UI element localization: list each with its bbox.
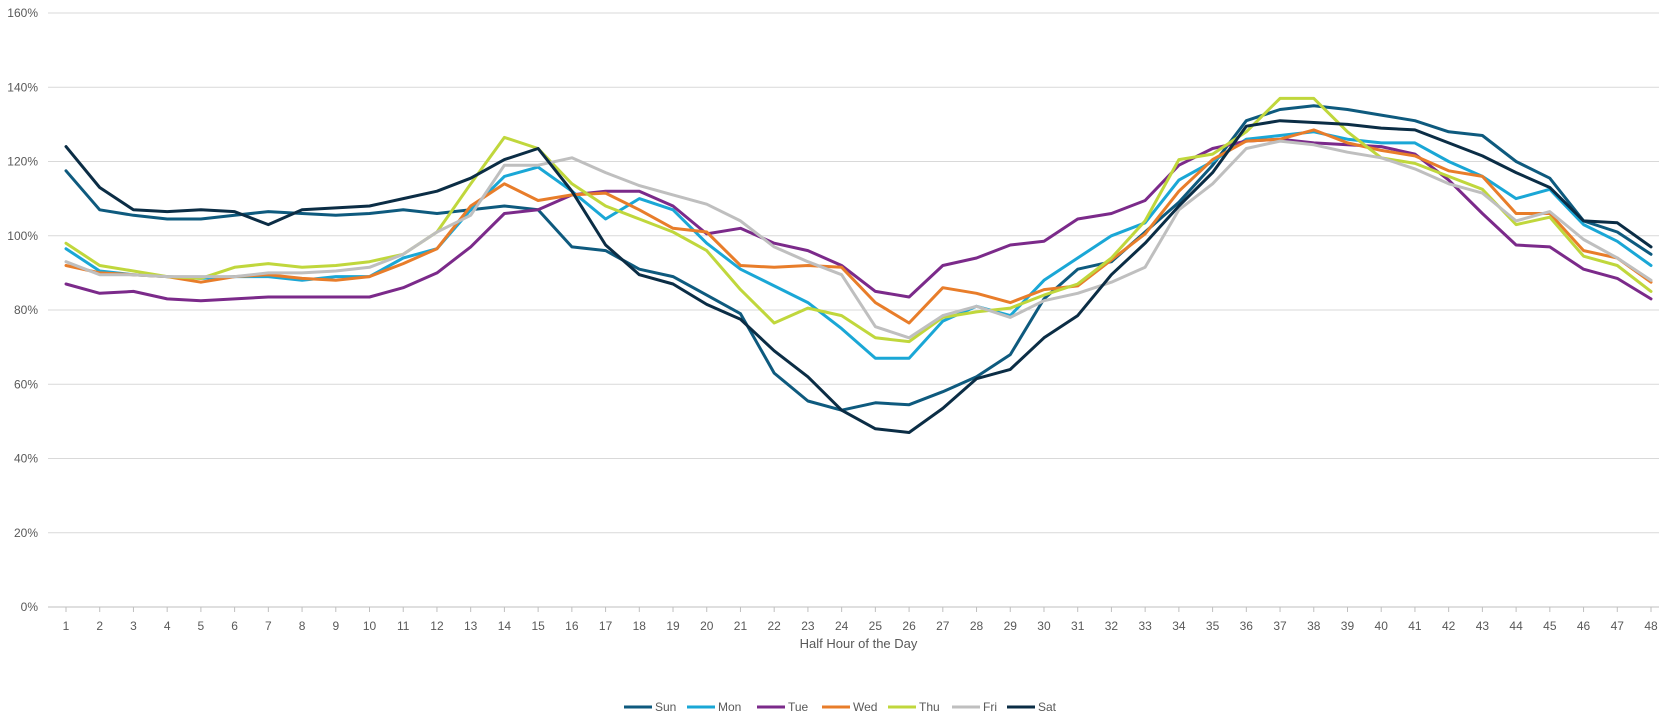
legend-item-fri: Fri <box>952 700 997 714</box>
x-tick-label: 44 <box>1509 619 1523 633</box>
x-tick-label: 11 <box>397 619 410 633</box>
series-line-sun <box>64 104 1653 412</box>
y-tick-label: 100% <box>7 229 38 243</box>
x-tick-label: 47 <box>1611 619 1625 633</box>
y-tick-label: 80% <box>14 303 38 317</box>
x-tick-label: 23 <box>801 619 815 633</box>
x-tick-label: 42 <box>1442 619 1456 633</box>
x-tick-label: 8 <box>299 619 306 633</box>
y-tick-label: 120% <box>7 155 38 169</box>
legend-label: Mon <box>718 700 741 714</box>
y-tick-label: 140% <box>7 80 38 94</box>
y-axis-ticks: 0% 20% 40% 60% 80% 100% 120% 140% 160% <box>7 6 38 614</box>
y-tick-label: 20% <box>14 526 38 540</box>
x-tick-label: 32 <box>1105 619 1119 633</box>
x-tick-label: 30 <box>1037 619 1051 633</box>
x-tick-label: 31 <box>1071 619 1085 633</box>
x-tick-label: 3 <box>130 619 137 633</box>
series-line-fri <box>64 139 1653 340</box>
x-tick-label: 40 <box>1375 619 1389 633</box>
series-line-wed <box>64 128 1653 325</box>
y-tick-label: 60% <box>14 377 38 391</box>
x-tick-label: 19 <box>666 619 680 633</box>
x-tick-label: 1 <box>63 619 70 633</box>
x-tick-label: 16 <box>565 619 579 633</box>
gridlines <box>48 12 1659 608</box>
x-tick-label: 20 <box>700 619 714 633</box>
legend: Sun Mon Tue Wed Thu Fri Sat <box>624 700 1057 714</box>
x-tick-label: 10 <box>363 619 377 633</box>
x-tick-label: 25 <box>869 619 883 633</box>
series-line-mon <box>64 130 1653 360</box>
legend-item-sat: Sat <box>1007 700 1057 714</box>
x-axis-title: Half Hour of the Day <box>800 636 918 651</box>
x-tick-label: 14 <box>498 619 512 633</box>
x-tick-label: 13 <box>464 619 478 633</box>
series-line-sat <box>64 119 1653 434</box>
x-tick-label: 17 <box>599 619 613 633</box>
legend-item-sun: Sun <box>624 700 676 714</box>
x-tick-label: 5 <box>198 619 205 633</box>
legend-item-tue: Tue <box>757 700 809 714</box>
x-tick-label: 46 <box>1577 619 1591 633</box>
legend-label: Sun <box>655 700 676 714</box>
legend-label: Sat <box>1038 700 1057 714</box>
legend-item-thu: Thu <box>888 700 940 714</box>
x-tick-label: 41 <box>1408 619 1422 633</box>
x-tick-label: 36 <box>1240 619 1254 633</box>
series-line-thu <box>64 96 1653 344</box>
legend-label: Tue <box>788 700 809 714</box>
x-tick-label: 48 <box>1644 619 1658 633</box>
x-tick-label: 38 <box>1307 619 1321 633</box>
y-tick-label: 0% <box>21 600 39 614</box>
x-tick-label: 39 <box>1341 619 1355 633</box>
x-tick-label: 43 <box>1476 619 1490 633</box>
x-tick-label: 15 <box>531 619 545 633</box>
x-tick-label: 27 <box>936 619 950 633</box>
x-tick-label: 7 <box>265 619 272 633</box>
x-tick-label: 26 <box>902 619 916 633</box>
x-tick-label: 29 <box>1004 619 1018 633</box>
x-tick-label: 18 <box>633 619 647 633</box>
x-tick-label: 28 <box>970 619 984 633</box>
y-tick-label: 160% <box>7 6 38 20</box>
legend-item-mon: Mon <box>687 700 741 714</box>
x-tick-label: 4 <box>164 619 171 633</box>
legend-label: Thu <box>919 700 940 714</box>
x-tick-label: 9 <box>332 619 339 633</box>
x-axis-ticks: 1 2 3 4 5 6 7 8 9 10 11 12 13 14 15 16 17 18 19 20 21 22 23 24 2… <box>63 607 1658 633</box>
x-tick-label: 35 <box>1206 619 1220 633</box>
x-tick-label: 24 <box>835 619 849 633</box>
x-tick-label: 45 <box>1543 619 1557 633</box>
x-tick-label: 12 <box>430 619 444 633</box>
x-tick-label: 33 <box>1138 619 1152 633</box>
x-tick-label: 34 <box>1172 619 1186 633</box>
series-line-tue <box>64 137 1653 303</box>
x-tick-label: 37 <box>1273 619 1287 633</box>
x-tick-label: 6 <box>231 619 238 633</box>
legend-label: Wed <box>853 700 877 714</box>
x-tick-label: 2 <box>96 619 103 633</box>
x-tick-label: 22 <box>768 619 782 633</box>
legend-item-wed: Wed <box>822 700 877 714</box>
series-lines <box>64 96 1653 434</box>
x-tick-label: 21 <box>734 619 748 633</box>
y-tick-label: 40% <box>14 452 38 466</box>
legend-label: Fri <box>983 700 997 714</box>
